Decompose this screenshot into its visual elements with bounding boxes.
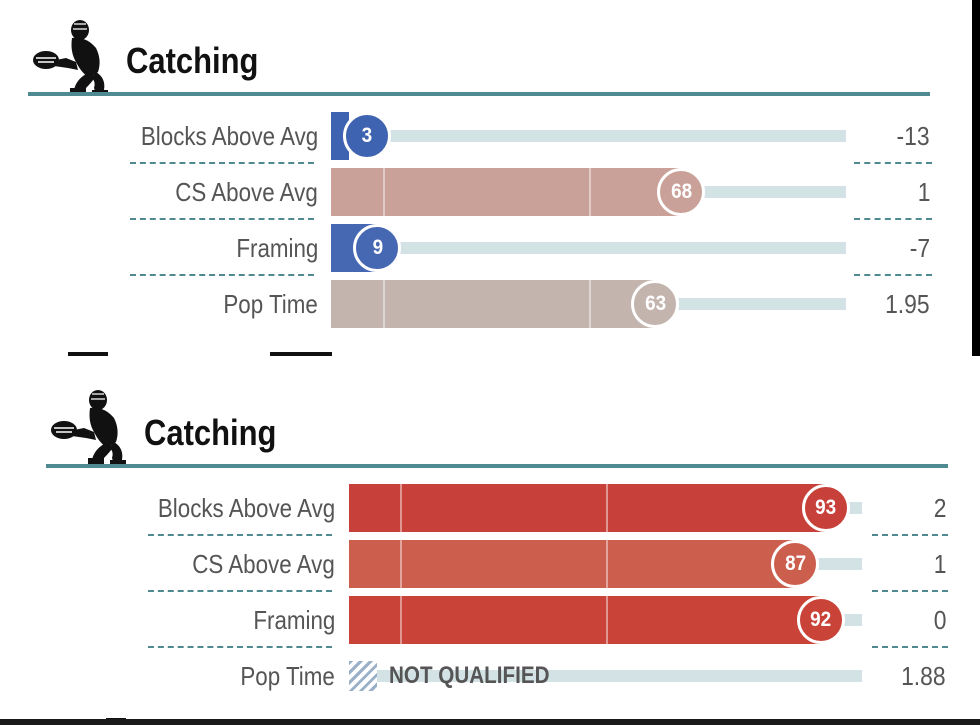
percentile-bubble: 63 xyxy=(631,280,680,328)
catcher-icon xyxy=(44,388,134,468)
percentile-bubble: 3 xyxy=(343,112,391,160)
row-divider xyxy=(148,646,332,648)
row-label: CS Above Avg xyxy=(175,177,318,207)
percentile-bar xyxy=(331,112,349,160)
row-divider xyxy=(854,218,932,220)
bar-track xyxy=(331,242,846,254)
bar-gridline xyxy=(400,540,403,588)
stat-value: -13 xyxy=(896,121,930,151)
percentile-bubble: 93 xyxy=(802,484,851,532)
stat-value: 2 xyxy=(933,493,946,523)
bar-track xyxy=(331,130,846,142)
row-divider xyxy=(148,590,332,592)
bar-gridline xyxy=(400,596,403,644)
bar-gridline xyxy=(588,280,591,328)
percentile-bubble: 92 xyxy=(796,596,845,644)
bottom-edge-divider xyxy=(0,719,980,725)
stat-value: 0 xyxy=(933,605,946,635)
percentile-bubble: 9 xyxy=(353,224,402,272)
stat-value: -7 xyxy=(909,233,930,263)
row-divider xyxy=(854,274,932,276)
percentile-bubble: 87 xyxy=(771,540,820,588)
percentile-bubble: 68 xyxy=(657,168,706,216)
catcher-icon xyxy=(26,18,116,98)
stat-value: 1.95 xyxy=(885,289,930,319)
bar-gridline xyxy=(605,596,608,644)
bar-track xyxy=(349,670,862,682)
bar-gridline xyxy=(605,484,608,532)
row-label: Pop Time xyxy=(240,661,335,691)
cropped-next-section xyxy=(68,352,108,356)
stat-value: 1 xyxy=(917,177,930,207)
row-label: CS Above Avg xyxy=(192,549,335,579)
row-label: Pop Time xyxy=(223,289,318,319)
row-divider xyxy=(872,590,948,592)
row-divider xyxy=(130,162,314,164)
percentile-bar xyxy=(349,540,796,588)
catching-panel-1: Catching Blocks Above Avg -13 3 CS Above Avg… xyxy=(0,0,975,356)
catching-panel-2: Catching Blocks Above Avg 2 93 CS Above Avg 1… xyxy=(0,372,980,725)
bar-gridline xyxy=(588,168,591,216)
percentile-bar xyxy=(349,596,821,644)
row-divider xyxy=(872,646,948,648)
section-title: Catching xyxy=(126,40,259,81)
row-divider xyxy=(148,534,332,536)
stat-value: 1 xyxy=(933,549,946,579)
percentile-bar xyxy=(349,484,827,532)
row-divider xyxy=(854,162,932,164)
row-divider xyxy=(872,534,948,536)
title-rule xyxy=(28,92,930,96)
bar-gridline xyxy=(382,280,385,328)
not-qualified-hatch xyxy=(349,661,377,691)
row-divider xyxy=(130,274,314,276)
title-rule xyxy=(46,464,948,468)
bar-gridline xyxy=(605,540,608,588)
bar-gridline xyxy=(382,168,385,216)
row-divider xyxy=(130,218,314,220)
not-qualified-label: NOT QUALIFIED xyxy=(389,662,550,689)
percentile-bar xyxy=(331,280,656,328)
row-label: Framing xyxy=(252,605,335,635)
row-label: Blocks Above Avg xyxy=(157,493,335,523)
cropped-next-section xyxy=(270,352,332,356)
row-label: Framing xyxy=(235,233,318,263)
stat-value: 1.88 xyxy=(901,661,946,691)
row-label: Blocks Above Avg xyxy=(140,121,318,151)
percentile-bar xyxy=(331,168,682,216)
bar-gridline xyxy=(400,484,403,532)
section-title: Catching xyxy=(144,412,277,453)
right-edge-divider xyxy=(972,0,980,356)
